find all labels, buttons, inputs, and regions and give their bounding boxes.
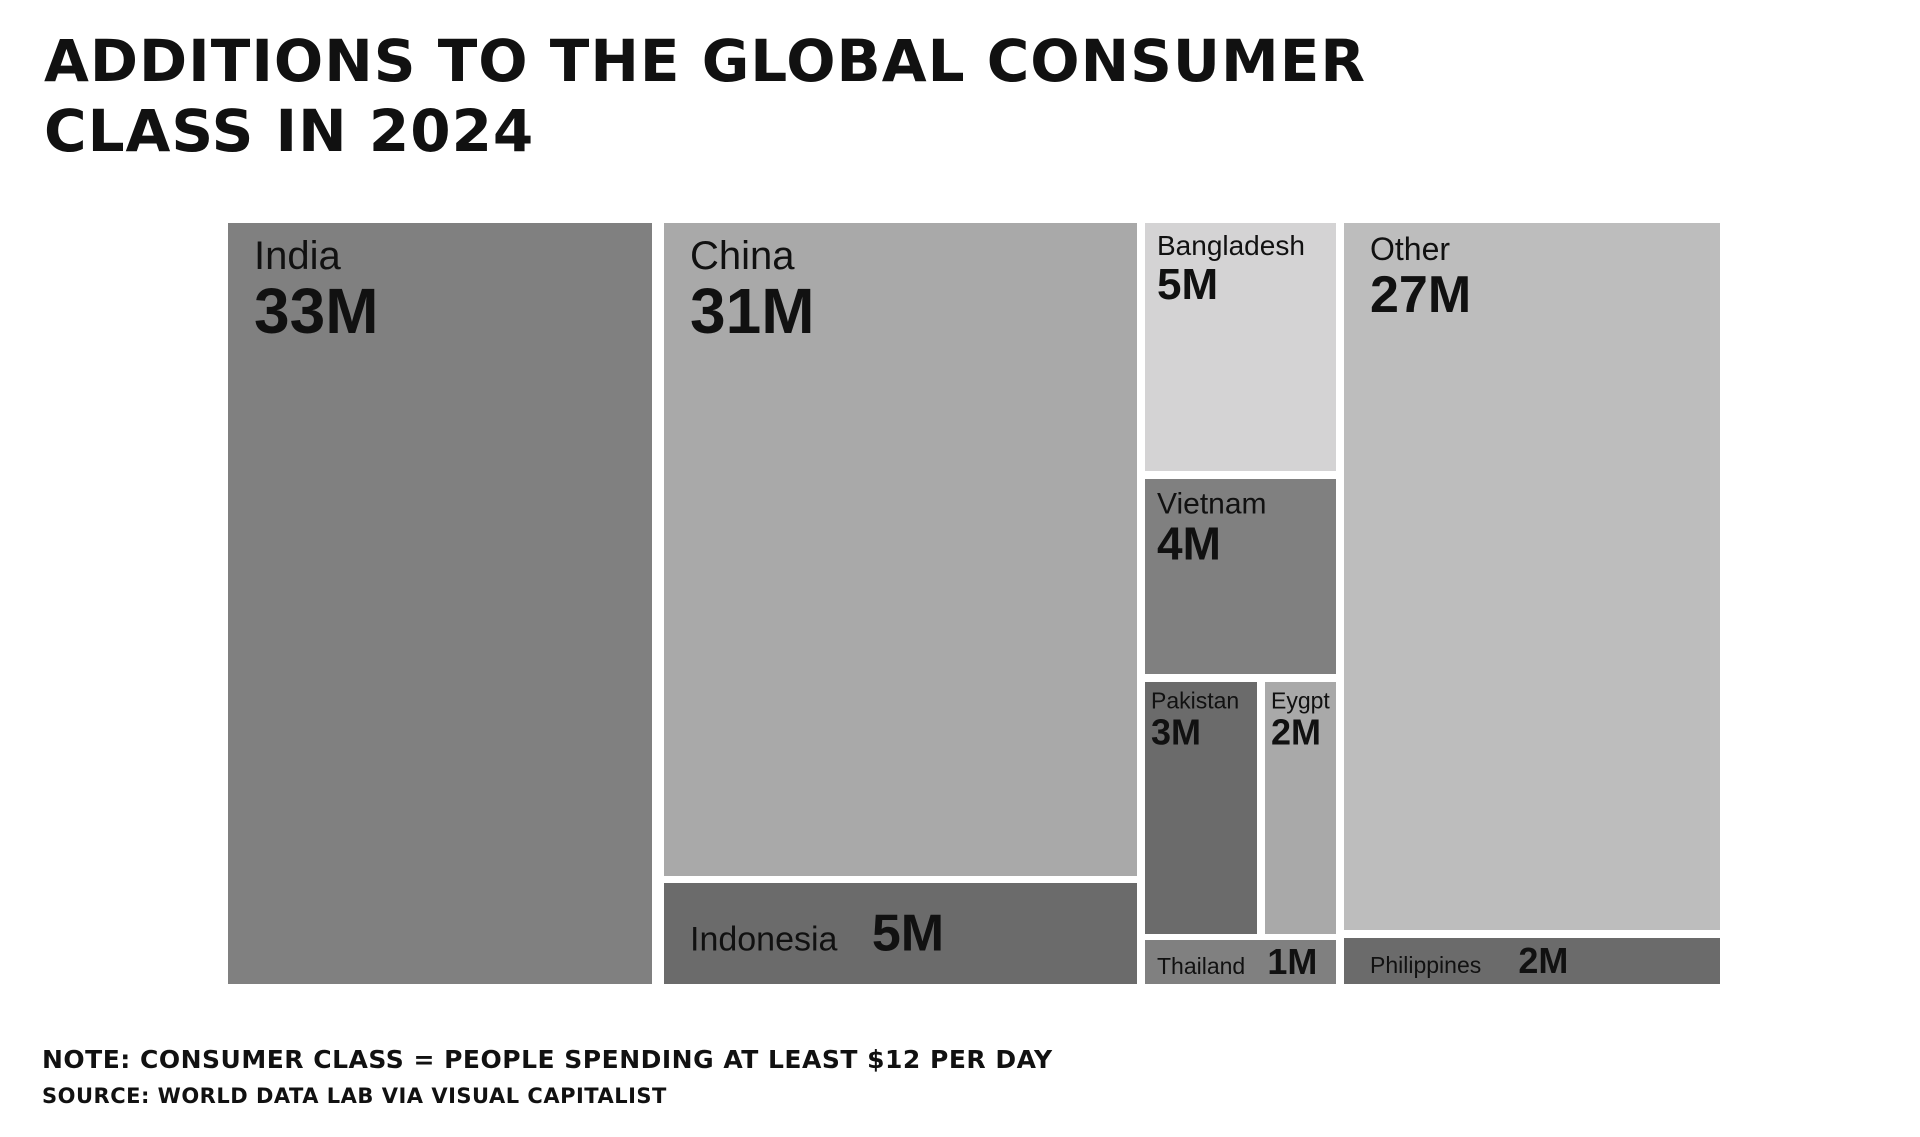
tile-value-china: 31M bbox=[690, 275, 815, 347]
tile-value-eygpt: 2M bbox=[1271, 711, 1321, 752]
tile-rect-india bbox=[228, 223, 652, 984]
tile-value-indonesia: 5M bbox=[872, 905, 944, 963]
tile-label-pakistan: Pakistan bbox=[1151, 687, 1239, 713]
chart-title-line-2: Class in 2024 bbox=[44, 97, 535, 165]
tile-philippines: Philippines 2M bbox=[1344, 938, 1720, 984]
chart-title: Additions to the Global Consumer Class i… bbox=[44, 26, 1444, 166]
tile-label-india: India bbox=[254, 234, 341, 278]
tile-rect-bangladesh bbox=[1145, 223, 1336, 471]
tile-label-other: Other bbox=[1370, 231, 1450, 267]
tile-label-bangladesh: Bangladesh bbox=[1157, 230, 1305, 261]
tile-value-vietnam: 4M bbox=[1157, 518, 1221, 570]
tile-label-philippines: Philippines bbox=[1370, 952, 1481, 978]
tile-value-india: 33M bbox=[254, 275, 379, 347]
tile-rect-eygpt bbox=[1265, 682, 1336, 934]
tile-value-other: 27M bbox=[1370, 266, 1471, 324]
tile-label-indonesia: Indonesia bbox=[690, 921, 838, 959]
tile-rect-thailand bbox=[1145, 940, 1336, 984]
tile-thailand: Thailand 1M bbox=[1145, 940, 1336, 984]
tile-label-thailand: Thailand bbox=[1157, 953, 1245, 979]
tile-rect-philippines bbox=[1344, 938, 1720, 984]
tile-rect-other bbox=[1344, 223, 1720, 930]
tile-value-pakistan: 3M bbox=[1151, 711, 1201, 752]
tile-label-china: China bbox=[690, 234, 795, 278]
tile-value-philippines: 2M bbox=[1518, 940, 1568, 981]
tile-indonesia: Indonesia 5M bbox=[664, 883, 1137, 984]
tile-label-vietnam: Vietnam bbox=[1157, 488, 1267, 521]
tile-rect-vietnam bbox=[1145, 479, 1336, 674]
chart-title-line-1: Additions to the Global Consumer bbox=[44, 27, 1367, 95]
tile-rect-pakistan bbox=[1145, 682, 1257, 934]
tile-value-thailand: 1M bbox=[1267, 941, 1317, 982]
chart-source: Source: World Data Lab via Visual Capita… bbox=[42, 1084, 667, 1108]
tile-value-bangladesh: 5M bbox=[1157, 260, 1218, 309]
tile-rect-china bbox=[664, 223, 1137, 876]
tile-rect-indonesia bbox=[664, 883, 1137, 984]
tile-label-eygpt: Eygpt bbox=[1271, 687, 1330, 713]
chart-note: Note: Consumer class = people spending a… bbox=[42, 1045, 1053, 1074]
